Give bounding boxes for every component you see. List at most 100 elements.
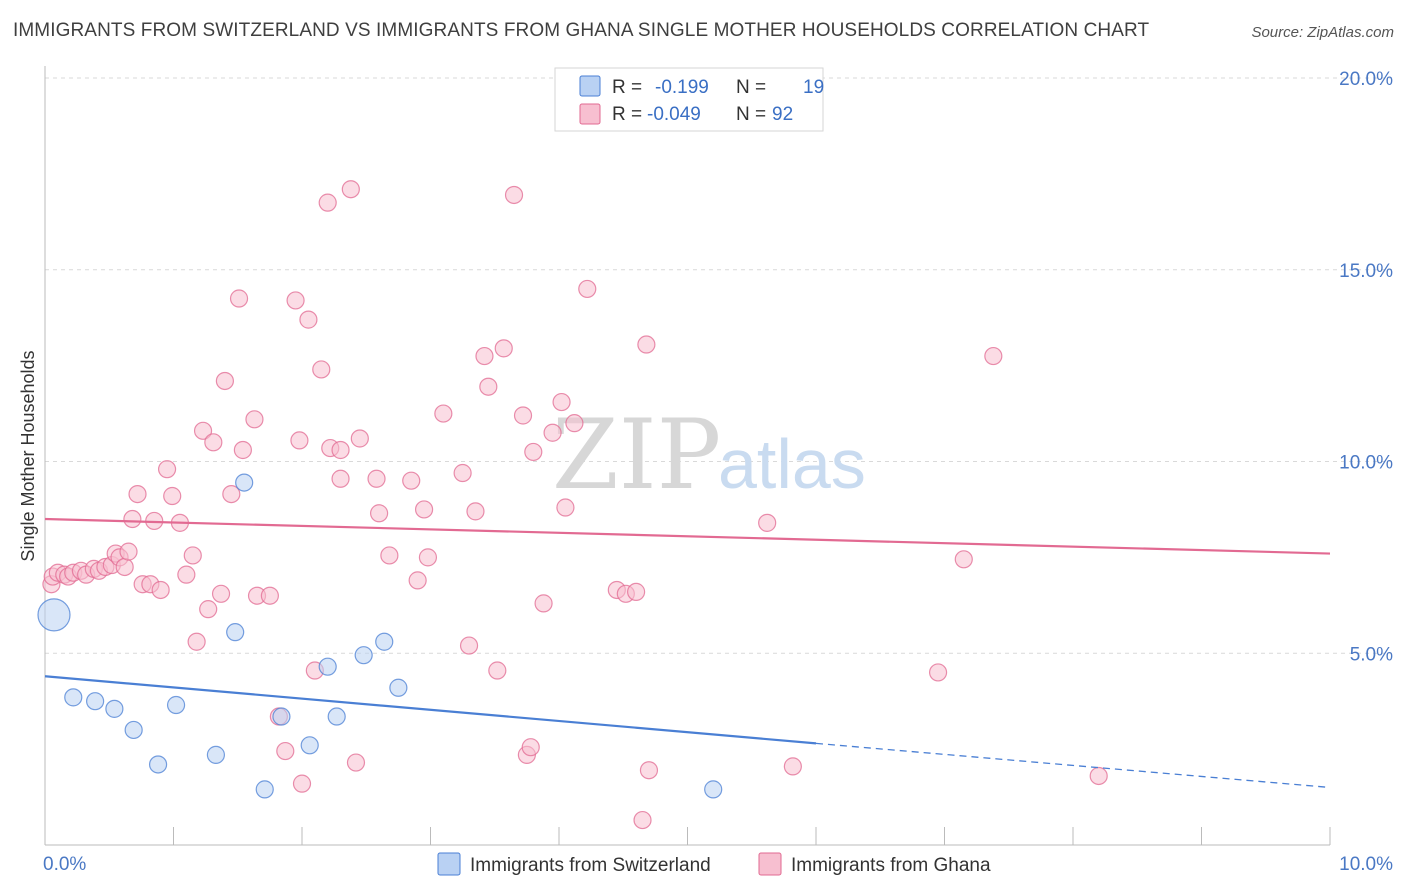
bottom-legend-label-ghana: Immigrants from Ghana — [791, 855, 991, 876]
ghana-point — [954, 550, 973, 569]
ghana-point — [245, 410, 264, 429]
bottom-legend-label-switzerland: Immigrants from Switzerland — [470, 855, 711, 876]
ghana-point — [414, 500, 434, 519]
legend-swatch-ghana — [579, 103, 601, 125]
switzerland-trendline — [44, 675, 817, 745]
ghana-point — [183, 546, 202, 565]
legend-swatch-switzerland — [579, 75, 601, 97]
ghana-point — [151, 580, 170, 600]
chart-title: IMMIGRANTS FROM SWITZERLAND VS IMMIGRANT… — [13, 20, 1150, 41]
ghana-point — [488, 661, 507, 680]
trendlines — [44, 517, 1331, 789]
switzerland-point — [166, 695, 186, 715]
switzerland-trendline-extension — [815, 742, 1331, 789]
grid — [45, 77, 1392, 654]
ghana-point — [637, 335, 656, 354]
ghana-point — [783, 757, 802, 776]
switzerland-point — [206, 745, 226, 764]
legend-r-value: -0.199 — [655, 77, 709, 98]
ghana-point — [402, 471, 421, 490]
series-legend: Immigrants from Switzerland Immigrants f… — [437, 852, 991, 876]
bottom-legend-swatch-switzerland — [437, 852, 461, 876]
switzerland-point — [327, 707, 346, 726]
ghana-point — [380, 546, 399, 565]
ghana-point — [346, 753, 366, 772]
ghana-point — [187, 632, 206, 651]
ghana-point — [204, 433, 223, 452]
legend-r-label: R = — [612, 104, 642, 125]
y-tick-label: 5.0% — [1350, 644, 1393, 665]
switzerland-point — [389, 678, 408, 697]
ghana-point — [928, 663, 948, 682]
x-tick-label: 0.0% — [43, 854, 86, 875]
ghana-point — [123, 509, 142, 529]
ghana-point — [115, 557, 134, 577]
switzerland-point — [235, 473, 254, 492]
switzerland-point — [37, 598, 71, 632]
ghana-point — [157, 460, 177, 479]
legend-n-label: N = — [736, 77, 766, 98]
switzerland-point — [300, 736, 319, 755]
ghana-point — [1089, 766, 1108, 786]
switzerland-point — [255, 780, 274, 799]
switzerland-point — [124, 720, 143, 740]
ghana-point — [199, 600, 218, 619]
ghana-point — [504, 185, 524, 205]
y-axis-label: Single Mother Households — [18, 350, 38, 561]
ghana-point — [299, 310, 318, 329]
ghana-point — [459, 636, 479, 655]
ghana-point — [543, 423, 562, 442]
ghana-point — [578, 279, 597, 299]
ghana-point — [229, 289, 249, 308]
ghana-point — [565, 414, 584, 433]
ghana-point — [367, 469, 386, 488]
ghana-point — [418, 548, 438, 567]
ghana-point — [513, 406, 533, 425]
switzerland-point — [318, 657, 337, 676]
ghana-point — [312, 360, 331, 379]
ghana-point — [466, 502, 485, 521]
ghana-point — [211, 584, 231, 603]
ghana-point — [193, 421, 213, 440]
ghana-point — [318, 193, 337, 212]
ghana-point — [350, 429, 369, 448]
ghana-point — [233, 440, 252, 460]
ghana-point — [331, 440, 350, 460]
source-credit: Source: ZipAtlas.com — [1251, 24, 1394, 41]
y-tick-label: 20.0% — [1339, 69, 1393, 90]
ghana-point — [260, 586, 279, 605]
watermark-atlas: atlas — [718, 425, 866, 503]
ghana-point — [475, 346, 494, 366]
axes — [44, 66, 1331, 846]
correlation-legend: R = -0.199 N = 19 R = -0.049 N = 92 — [554, 67, 824, 132]
ghana-point — [556, 498, 575, 517]
ghana-point — [494, 339, 513, 358]
switzerland-point — [704, 780, 723, 799]
ghana-point — [128, 484, 147, 504]
ghana-point — [524, 442, 543, 462]
switzerland-point — [64, 688, 83, 707]
watermark: ZIP atlas — [552, 399, 866, 511]
switzerland-point — [375, 632, 394, 651]
ghana-points — [42, 180, 1108, 830]
ghana-point — [758, 513, 777, 532]
ghana-point — [341, 180, 360, 199]
switzerland-point — [105, 699, 124, 718]
ghana-point — [984, 346, 1003, 366]
switzerland-point — [354, 646, 373, 665]
ghana-point — [479, 377, 498, 396]
x-tick-label: 10.0% — [1339, 854, 1393, 875]
y-tick-label: 10.0% — [1339, 453, 1393, 474]
ghana-point — [434, 404, 453, 423]
legend-r-label: R = — [612, 77, 642, 98]
ghana-point — [552, 392, 571, 412]
ghana-point — [639, 761, 659, 780]
ghana-point — [453, 463, 472, 483]
ghana-point — [534, 594, 553, 613]
ghana-point — [276, 741, 295, 761]
legend-n-label: N = — [736, 104, 766, 125]
ghana-point — [119, 542, 138, 561]
y-tick-label: 15.0% — [1339, 261, 1393, 282]
ghana-point — [626, 582, 646, 601]
